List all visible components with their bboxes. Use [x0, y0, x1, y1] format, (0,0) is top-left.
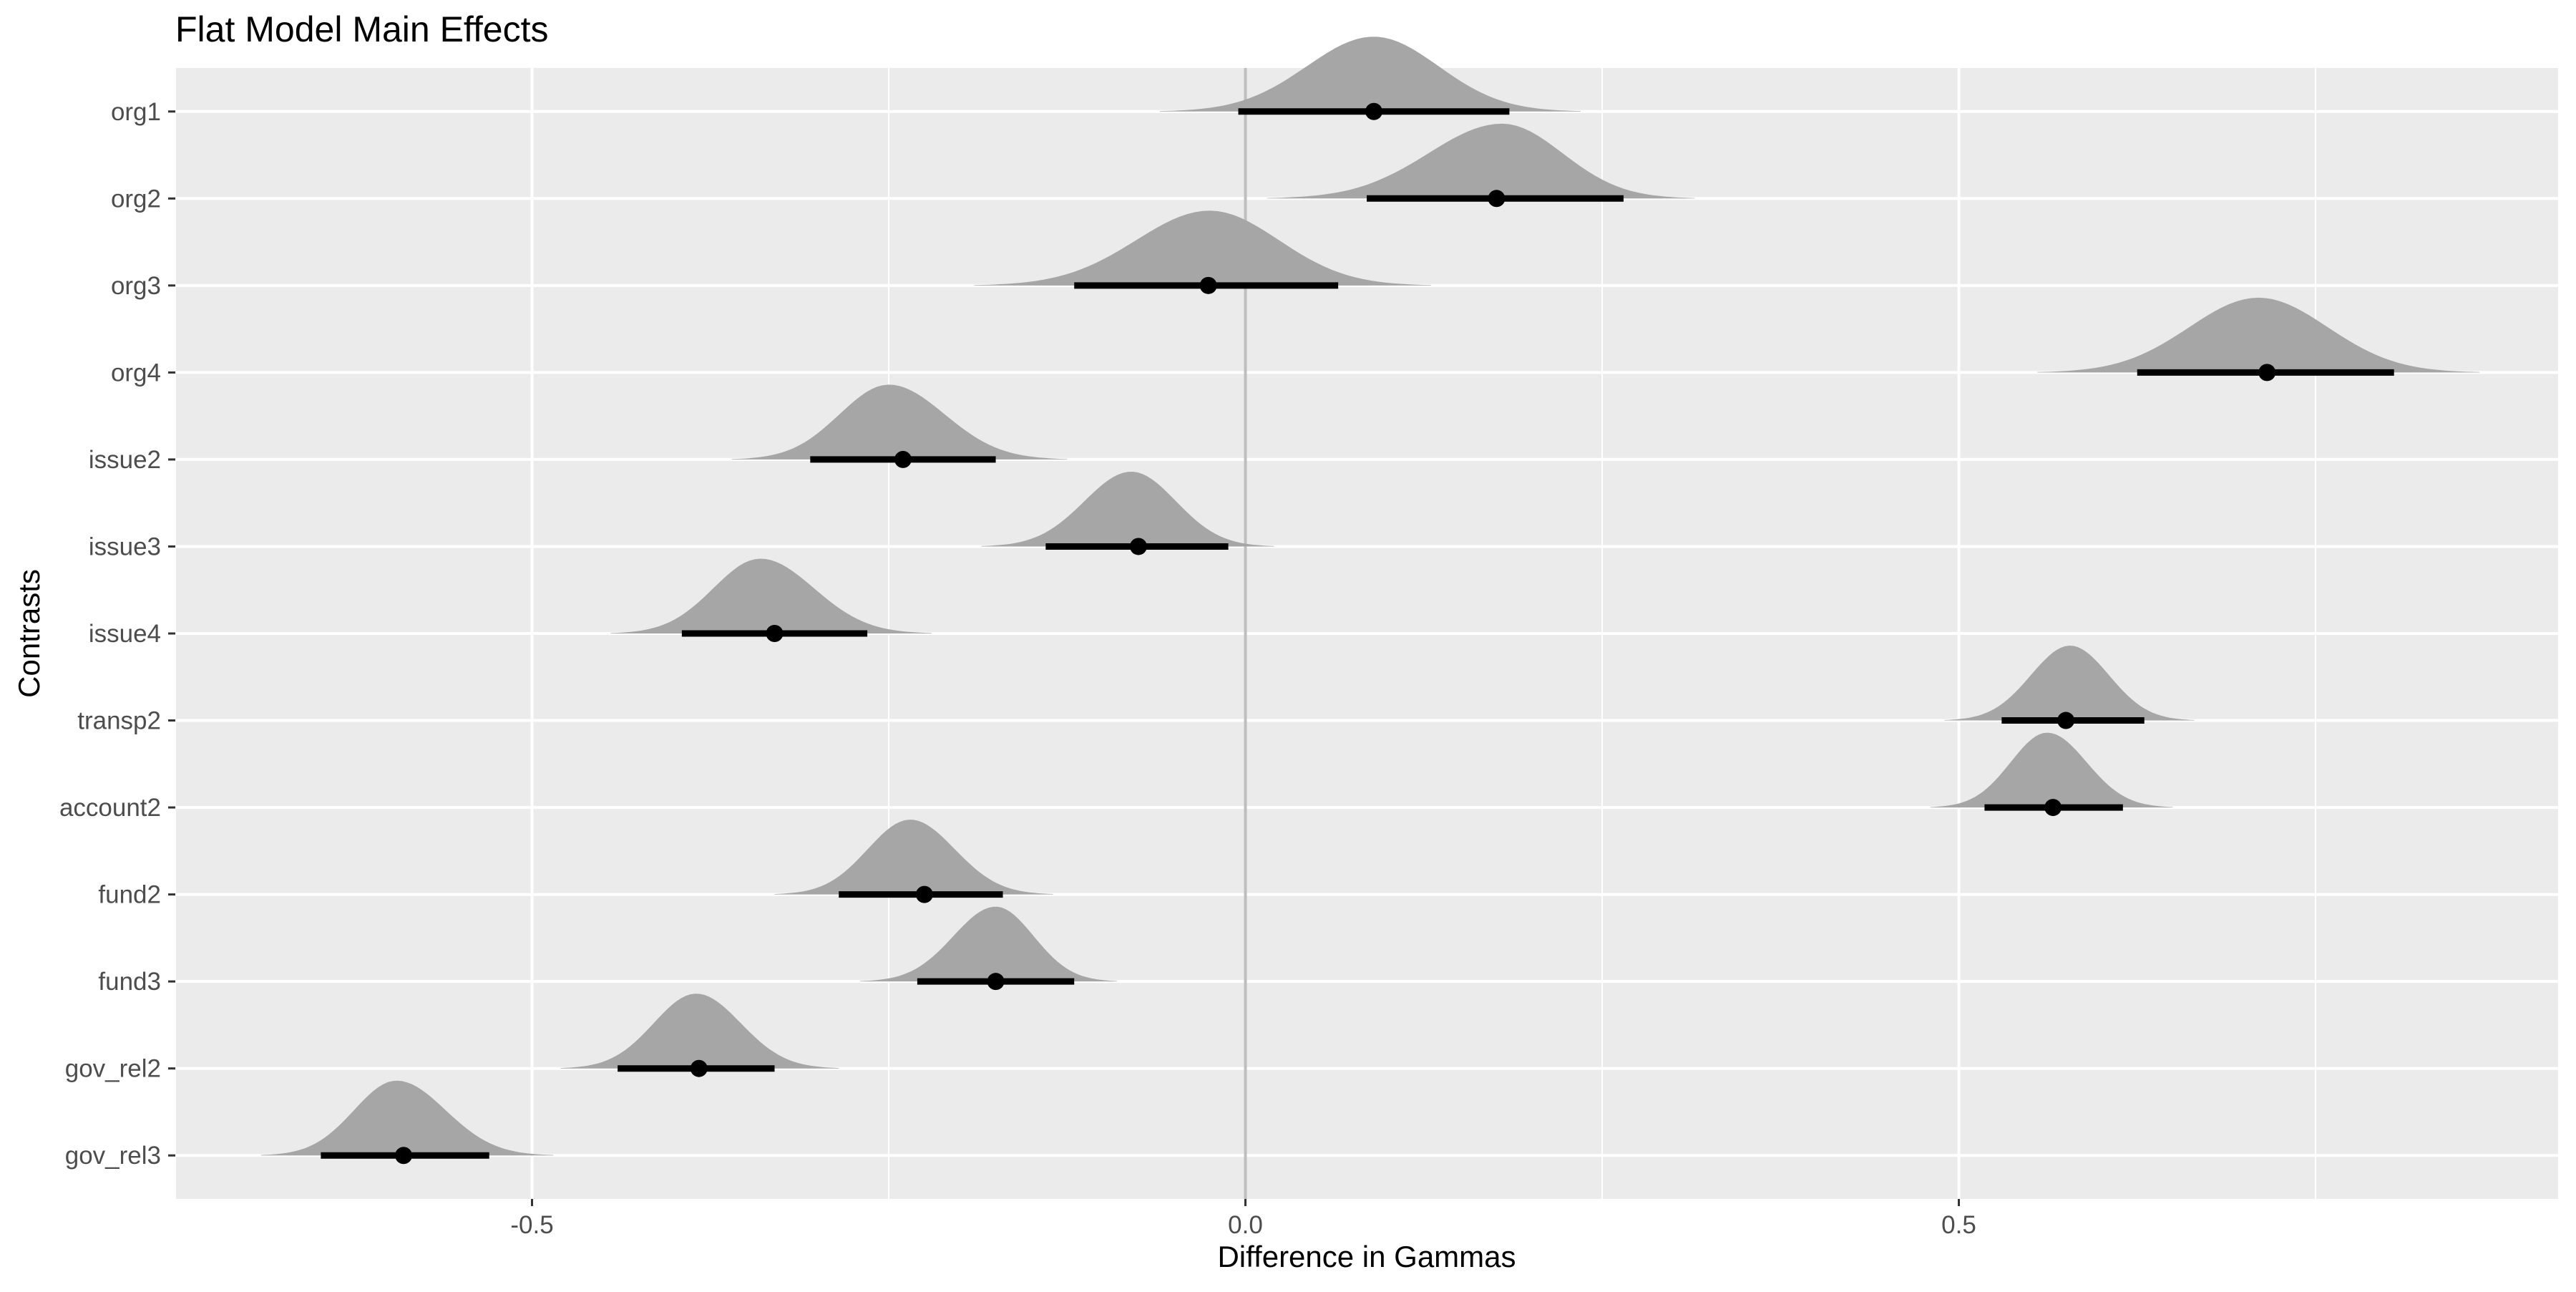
point-issue3: [1129, 538, 1147, 555]
y-tick-label: fund2: [98, 881, 161, 909]
point-transp2: [2057, 711, 2075, 729]
x-tick-label: -0.5: [510, 1211, 553, 1239]
point-gov_rel2: [690, 1059, 708, 1077]
density-org1: [1159, 37, 1581, 112]
density-org2: [1267, 123, 1695, 199]
density-issue2: [731, 384, 1068, 460]
point-org3: [1199, 276, 1217, 294]
axis-layer: -0.5 0.0 0.5 org1 org2 org3 org4 issue2 issue3 is…: [59, 98, 1976, 1239]
y-tick-label: account2: [59, 794, 161, 822]
y-tick-label: fund3: [98, 968, 161, 996]
y-tick-label: gov_rel2: [65, 1055, 161, 1083]
density-transp2: [1944, 646, 2195, 721]
density-fund3: [860, 906, 1118, 982]
point-account2: [2044, 799, 2062, 817]
density-account2: [1930, 732, 2173, 808]
y-tick-label: org1: [111, 98, 161, 126]
density-layer: [260, 37, 2480, 1156]
density-gov_rel3: [260, 1080, 554, 1156]
y-tick-label: issue4: [89, 620, 161, 648]
point-org4: [2258, 364, 2276, 382]
density-fund2: [774, 820, 1053, 895]
density-org4: [2037, 297, 2480, 373]
point-org1: [1365, 102, 1382, 120]
point-issue4: [766, 625, 784, 642]
density-issue3: [981, 472, 1274, 547]
y-tick-label: issue3: [89, 533, 161, 560]
y-tick-label: org3: [111, 272, 161, 300]
point-org2: [1488, 190, 1506, 208]
chart-title: Flat Model Main Effects: [175, 9, 549, 49]
point-layer: [395, 102, 2276, 1165]
y-tick-label: gov_rel3: [65, 1142, 161, 1170]
y-tick-label: transp2: [77, 707, 161, 735]
x-tick-label: 0.0: [1228, 1211, 1263, 1239]
point-fund2: [915, 885, 933, 903]
point-issue2: [894, 450, 912, 468]
y-tick-label: org4: [111, 359, 161, 387]
density-org3: [974, 210, 1431, 286]
point-gov_rel3: [395, 1147, 413, 1165]
y-axis-title: Contrasts: [12, 569, 46, 698]
density-issue4: [610, 558, 932, 633]
x-axis-title: Difference in Gammas: [1217, 1240, 1516, 1273]
x-tick-label: 0.5: [1941, 1211, 1976, 1239]
density-gov_rel2: [560, 994, 839, 1069]
point-fund3: [987, 973, 1005, 991]
y-tick-label: issue2: [89, 446, 161, 474]
y-tick-label: org2: [111, 185, 161, 213]
